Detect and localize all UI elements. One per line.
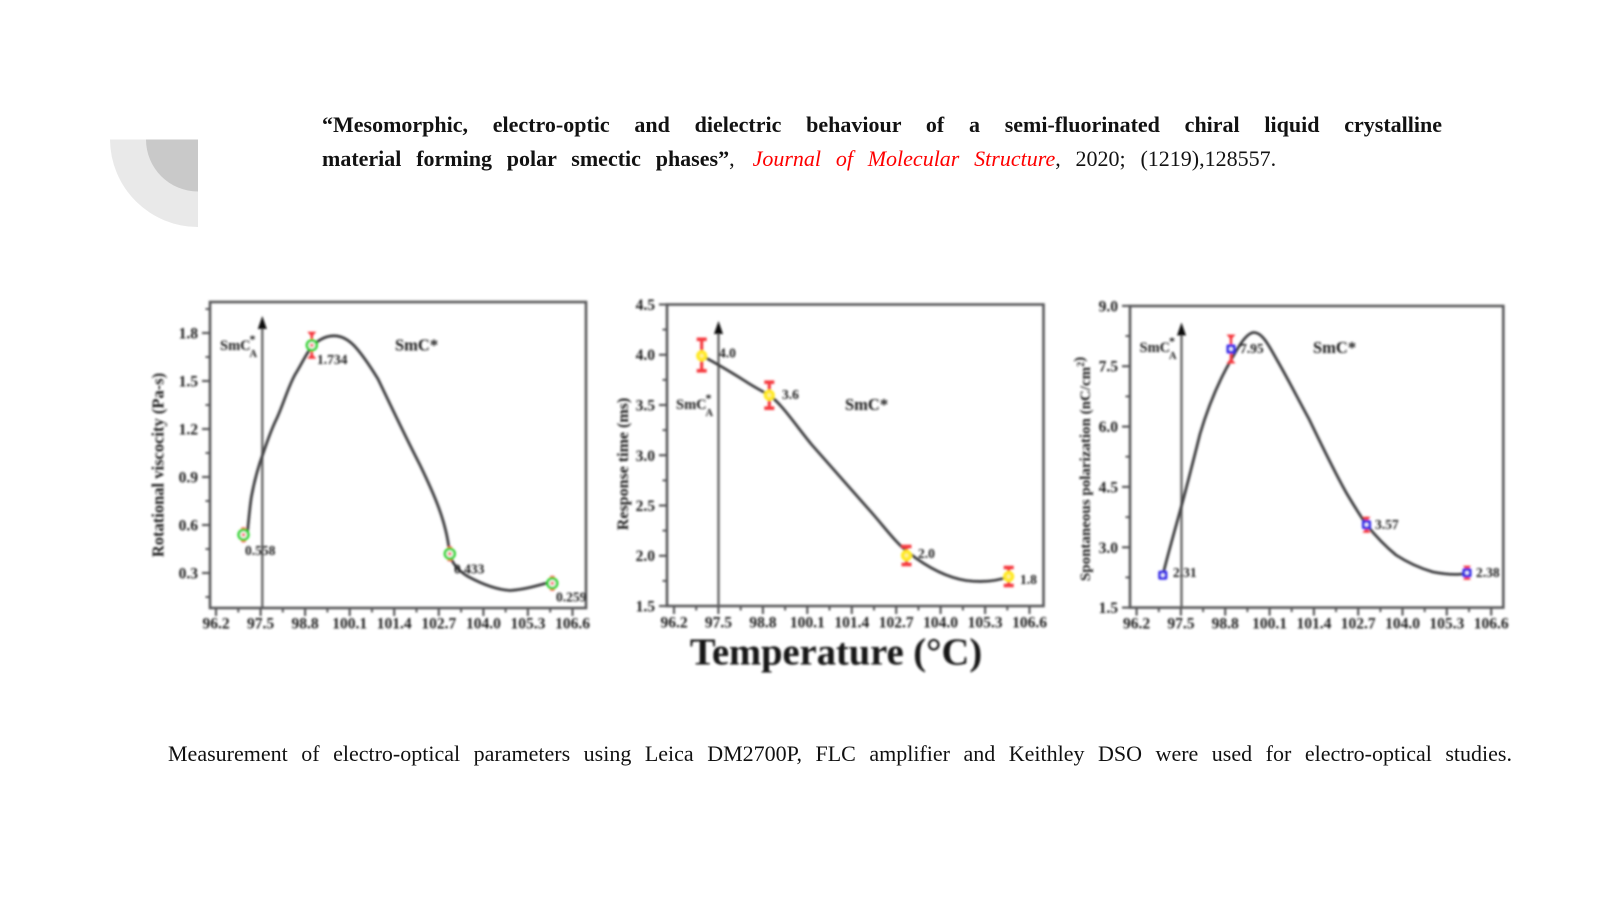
svg-text:0.433: 0.433 <box>454 562 485 577</box>
svg-text:3.0: 3.0 <box>1099 540 1119 557</box>
svg-text:Spontaneous polarization (nC/c: Spontaneous polarization (nC/cm2) <box>1072 357 1094 581</box>
svg-text:3.6: 3.6 <box>782 387 799 402</box>
svg-text:98.8: 98.8 <box>749 615 776 632</box>
svg-text:2.0: 2.0 <box>918 546 935 561</box>
svg-text:96.2: 96.2 <box>1123 616 1150 633</box>
svg-text:*: * <box>250 332 256 346</box>
svg-text:7.95: 7.95 <box>1240 341 1264 356</box>
svg-text:A: A <box>1169 351 1177 362</box>
svg-text:96.2: 96.2 <box>660 615 687 632</box>
svg-text:105.3: 105.3 <box>1429 616 1464 633</box>
svg-text:SmC*: SmC* <box>845 395 888 414</box>
svg-text:2.0: 2.0 <box>636 548 656 565</box>
svg-text:102.7: 102.7 <box>421 616 456 633</box>
svg-text:3.57: 3.57 <box>1375 517 1399 532</box>
svg-text:SmC: SmC <box>676 397 707 413</box>
svg-text:1.8: 1.8 <box>1020 572 1037 587</box>
svg-text:*: * <box>1169 334 1175 348</box>
svg-text:0.259: 0.259 <box>556 590 587 605</box>
svg-text:100.1: 100.1 <box>332 616 367 633</box>
svg-text:7.5: 7.5 <box>1099 359 1119 376</box>
svg-text:3.0: 3.0 <box>636 448 656 465</box>
svg-text:106.6: 106.6 <box>1474 616 1509 633</box>
svg-text:102.7: 102.7 <box>879 615 914 632</box>
svg-text:0.3: 0.3 <box>179 566 199 583</box>
svg-text:104.0: 104.0 <box>1385 616 1420 633</box>
svg-text:2.31: 2.31 <box>1173 565 1197 580</box>
svg-text:1.5: 1.5 <box>1099 600 1119 617</box>
svg-text:105.3: 105.3 <box>510 616 545 633</box>
svg-text:104.0: 104.0 <box>466 616 501 633</box>
svg-text:*: * <box>706 391 712 405</box>
svg-text:1.2: 1.2 <box>179 422 199 439</box>
svg-text:100.1: 100.1 <box>1252 616 1287 633</box>
svg-text:101.4: 101.4 <box>377 616 412 633</box>
svg-text:9.0: 9.0 <box>1099 298 1119 315</box>
svg-text:4.0: 4.0 <box>719 346 736 361</box>
svg-text:97.5: 97.5 <box>705 615 732 632</box>
svg-text:A: A <box>706 408 714 419</box>
svg-text:98.8: 98.8 <box>1212 616 1239 633</box>
svg-text:104.0: 104.0 <box>923 615 958 632</box>
svg-text:102.7: 102.7 <box>1341 616 1376 633</box>
svg-text:106.6: 106.6 <box>555 616 590 633</box>
svg-text:1.5: 1.5 <box>636 599 656 616</box>
svg-text:3.5: 3.5 <box>636 398 656 415</box>
svg-text:97.5: 97.5 <box>247 616 274 633</box>
svg-text:Temperature (°C): Temperature (°C) <box>690 632 982 674</box>
svg-text:6.0: 6.0 <box>1099 419 1119 436</box>
svg-text:SmC*: SmC* <box>1313 338 1356 357</box>
svg-text:100.1: 100.1 <box>790 615 825 632</box>
svg-text:106.6: 106.6 <box>1012 615 1047 632</box>
svg-text:4.5: 4.5 <box>1099 479 1119 496</box>
svg-text:97.5: 97.5 <box>1167 616 1194 633</box>
svg-text:101.4: 101.4 <box>834 615 869 632</box>
svg-text:0.6: 0.6 <box>179 518 199 535</box>
svg-text:2.5: 2.5 <box>636 498 656 515</box>
svg-text:SmC*: SmC* <box>395 336 438 355</box>
svg-text:SmC: SmC <box>220 338 251 354</box>
svg-text:4.5: 4.5 <box>636 297 656 314</box>
svg-text:Response time (ms): Response time (ms) <box>615 398 632 530</box>
svg-text:0.9: 0.9 <box>179 470 199 487</box>
svg-text:Rotational viscocity (Pa-s): Rotational viscocity (Pa-s) <box>149 373 168 557</box>
svg-text:96.2: 96.2 <box>202 616 229 633</box>
svg-text:0.558: 0.558 <box>245 543 276 558</box>
svg-text:1.734: 1.734 <box>317 352 348 367</box>
svg-text:1.5: 1.5 <box>179 374 199 391</box>
svg-text:4.0: 4.0 <box>636 347 656 364</box>
svg-text:SmC: SmC <box>1140 340 1171 356</box>
svg-text:105.3: 105.3 <box>968 615 1003 632</box>
svg-text:1.8: 1.8 <box>179 326 199 343</box>
svg-text:2.38: 2.38 <box>1476 565 1500 580</box>
svg-text:101.4: 101.4 <box>1296 616 1331 633</box>
svg-text:A: A <box>250 349 258 360</box>
svg-text:98.8: 98.8 <box>292 616 319 633</box>
